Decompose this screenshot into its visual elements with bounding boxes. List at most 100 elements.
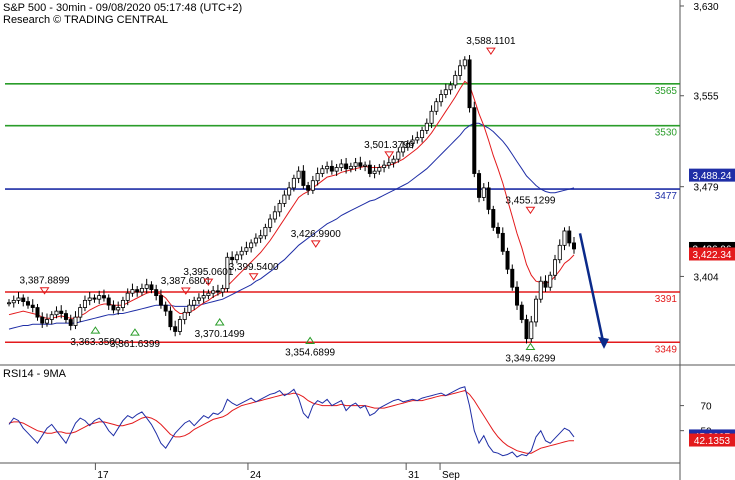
annotation-label: 3,455.1299 — [505, 195, 555, 206]
annotation-label: 3,588.1101 — [466, 36, 516, 47]
candle-body — [429, 110, 434, 124]
candle-body — [310, 180, 315, 191]
candle-body — [472, 107, 477, 174]
candle-body — [410, 139, 415, 145]
candle-body — [263, 226, 268, 237]
high-marker-icon — [203, 278, 214, 287]
price-axis-label: 3,630 — [693, 2, 718, 13]
rsi-tag-label-ma: 42.1353 — [694, 436, 731, 447]
candle-body — [253, 237, 258, 244]
x-axis-label: 17 — [97, 470, 109, 480]
candle-body — [553, 259, 558, 276]
candle-body — [173, 326, 178, 332]
high-marker-icon — [248, 273, 259, 281]
candle-body — [11, 299, 16, 304]
candle-body — [21, 297, 26, 302]
candle-body — [258, 235, 263, 239]
candle-body — [496, 226, 501, 234]
high-marker-icon — [485, 47, 496, 56]
candle-body — [154, 289, 159, 296]
candle-body — [325, 165, 330, 170]
fast-ma-line — [8, 80, 575, 319]
forecast-arrow-head-icon — [598, 336, 609, 349]
candle-body — [562, 230, 567, 246]
high-marker-icon — [384, 151, 395, 159]
candle-body — [82, 299, 87, 308]
level-label-pivot: 3477 — [655, 191, 678, 202]
candle-body — [282, 194, 287, 204]
candle-body — [78, 307, 83, 318]
candle-body — [230, 256, 235, 261]
candle-body — [377, 167, 382, 172]
candle-body — [25, 301, 30, 306]
candle-body — [467, 59, 472, 109]
candle-body — [443, 89, 448, 95]
candle-body — [505, 250, 510, 270]
candle-body — [139, 288, 144, 293]
candle-body — [106, 297, 111, 306]
candle-body — [529, 321, 534, 340]
candle-body — [386, 162, 391, 166]
candle-body — [534, 298, 539, 323]
annotation-label: 3,426.9900 — [291, 229, 341, 240]
candle-body — [348, 165, 353, 170]
price-axis-label: 3,404 — [693, 272, 718, 283]
candle-body — [215, 290, 220, 293]
candle-body — [49, 314, 54, 320]
price-axis-label: 3,555 — [693, 92, 718, 103]
candle-body — [116, 307, 121, 311]
candle-body — [130, 289, 135, 294]
candle-body — [481, 187, 486, 198]
candle-body — [363, 164, 368, 167]
candle-body — [225, 256, 230, 289]
rsi-line — [8, 386, 575, 458]
candle-body — [491, 209, 496, 228]
candle-body — [301, 170, 306, 186]
level-label-support: 3349 — [655, 344, 678, 355]
candle-body — [44, 319, 49, 324]
annotation-label: 3,363.3500 — [70, 337, 120, 348]
level-label-resistance: 3530 — [655, 128, 678, 139]
candle-body — [272, 211, 277, 220]
candle-body — [353, 162, 358, 167]
low-marker-icon — [130, 328, 140, 336]
candle-body — [572, 242, 577, 250]
candle-body — [557, 244, 562, 261]
candle-body — [268, 218, 273, 228]
rsi-tag-ma — [689, 433, 735, 447]
candle-body — [158, 295, 163, 306]
annotation-label: 3,349.6299 — [505, 354, 555, 365]
high-marker-icon — [39, 287, 50, 295]
candle-body — [187, 304, 192, 313]
candle-body — [458, 65, 463, 76]
annotation-label: 3,370.1499 — [195, 329, 245, 340]
candle-body — [334, 167, 339, 172]
candle-body — [30, 304, 35, 308]
candle-body — [306, 185, 311, 191]
level-label-resistance: 3565 — [655, 86, 678, 97]
candle-body — [329, 165, 334, 172]
candle-body — [7, 302, 12, 305]
candle-body — [92, 297, 97, 300]
candle-body — [59, 310, 64, 314]
candle-body — [120, 299, 125, 308]
candle-body — [87, 297, 92, 301]
high-marker-icon — [180, 287, 191, 295]
candle-body — [434, 101, 439, 112]
candle-body — [486, 187, 491, 210]
candle-body — [477, 173, 482, 198]
candle-body — [73, 316, 78, 326]
x-axis-label: Sep — [442, 470, 460, 480]
candle-body — [97, 295, 102, 300]
candle-body — [524, 319, 529, 340]
annotation-label: 3,387.8899 — [20, 276, 70, 287]
candle-body — [277, 203, 282, 213]
candle-body — [372, 170, 377, 174]
price-tag-ma — [689, 247, 735, 261]
rsi-axis-label: 70 — [700, 402, 712, 413]
candle-body — [63, 313, 68, 320]
candle-body — [201, 295, 206, 299]
candle-body — [453, 74, 458, 86]
candle-body — [439, 94, 444, 103]
